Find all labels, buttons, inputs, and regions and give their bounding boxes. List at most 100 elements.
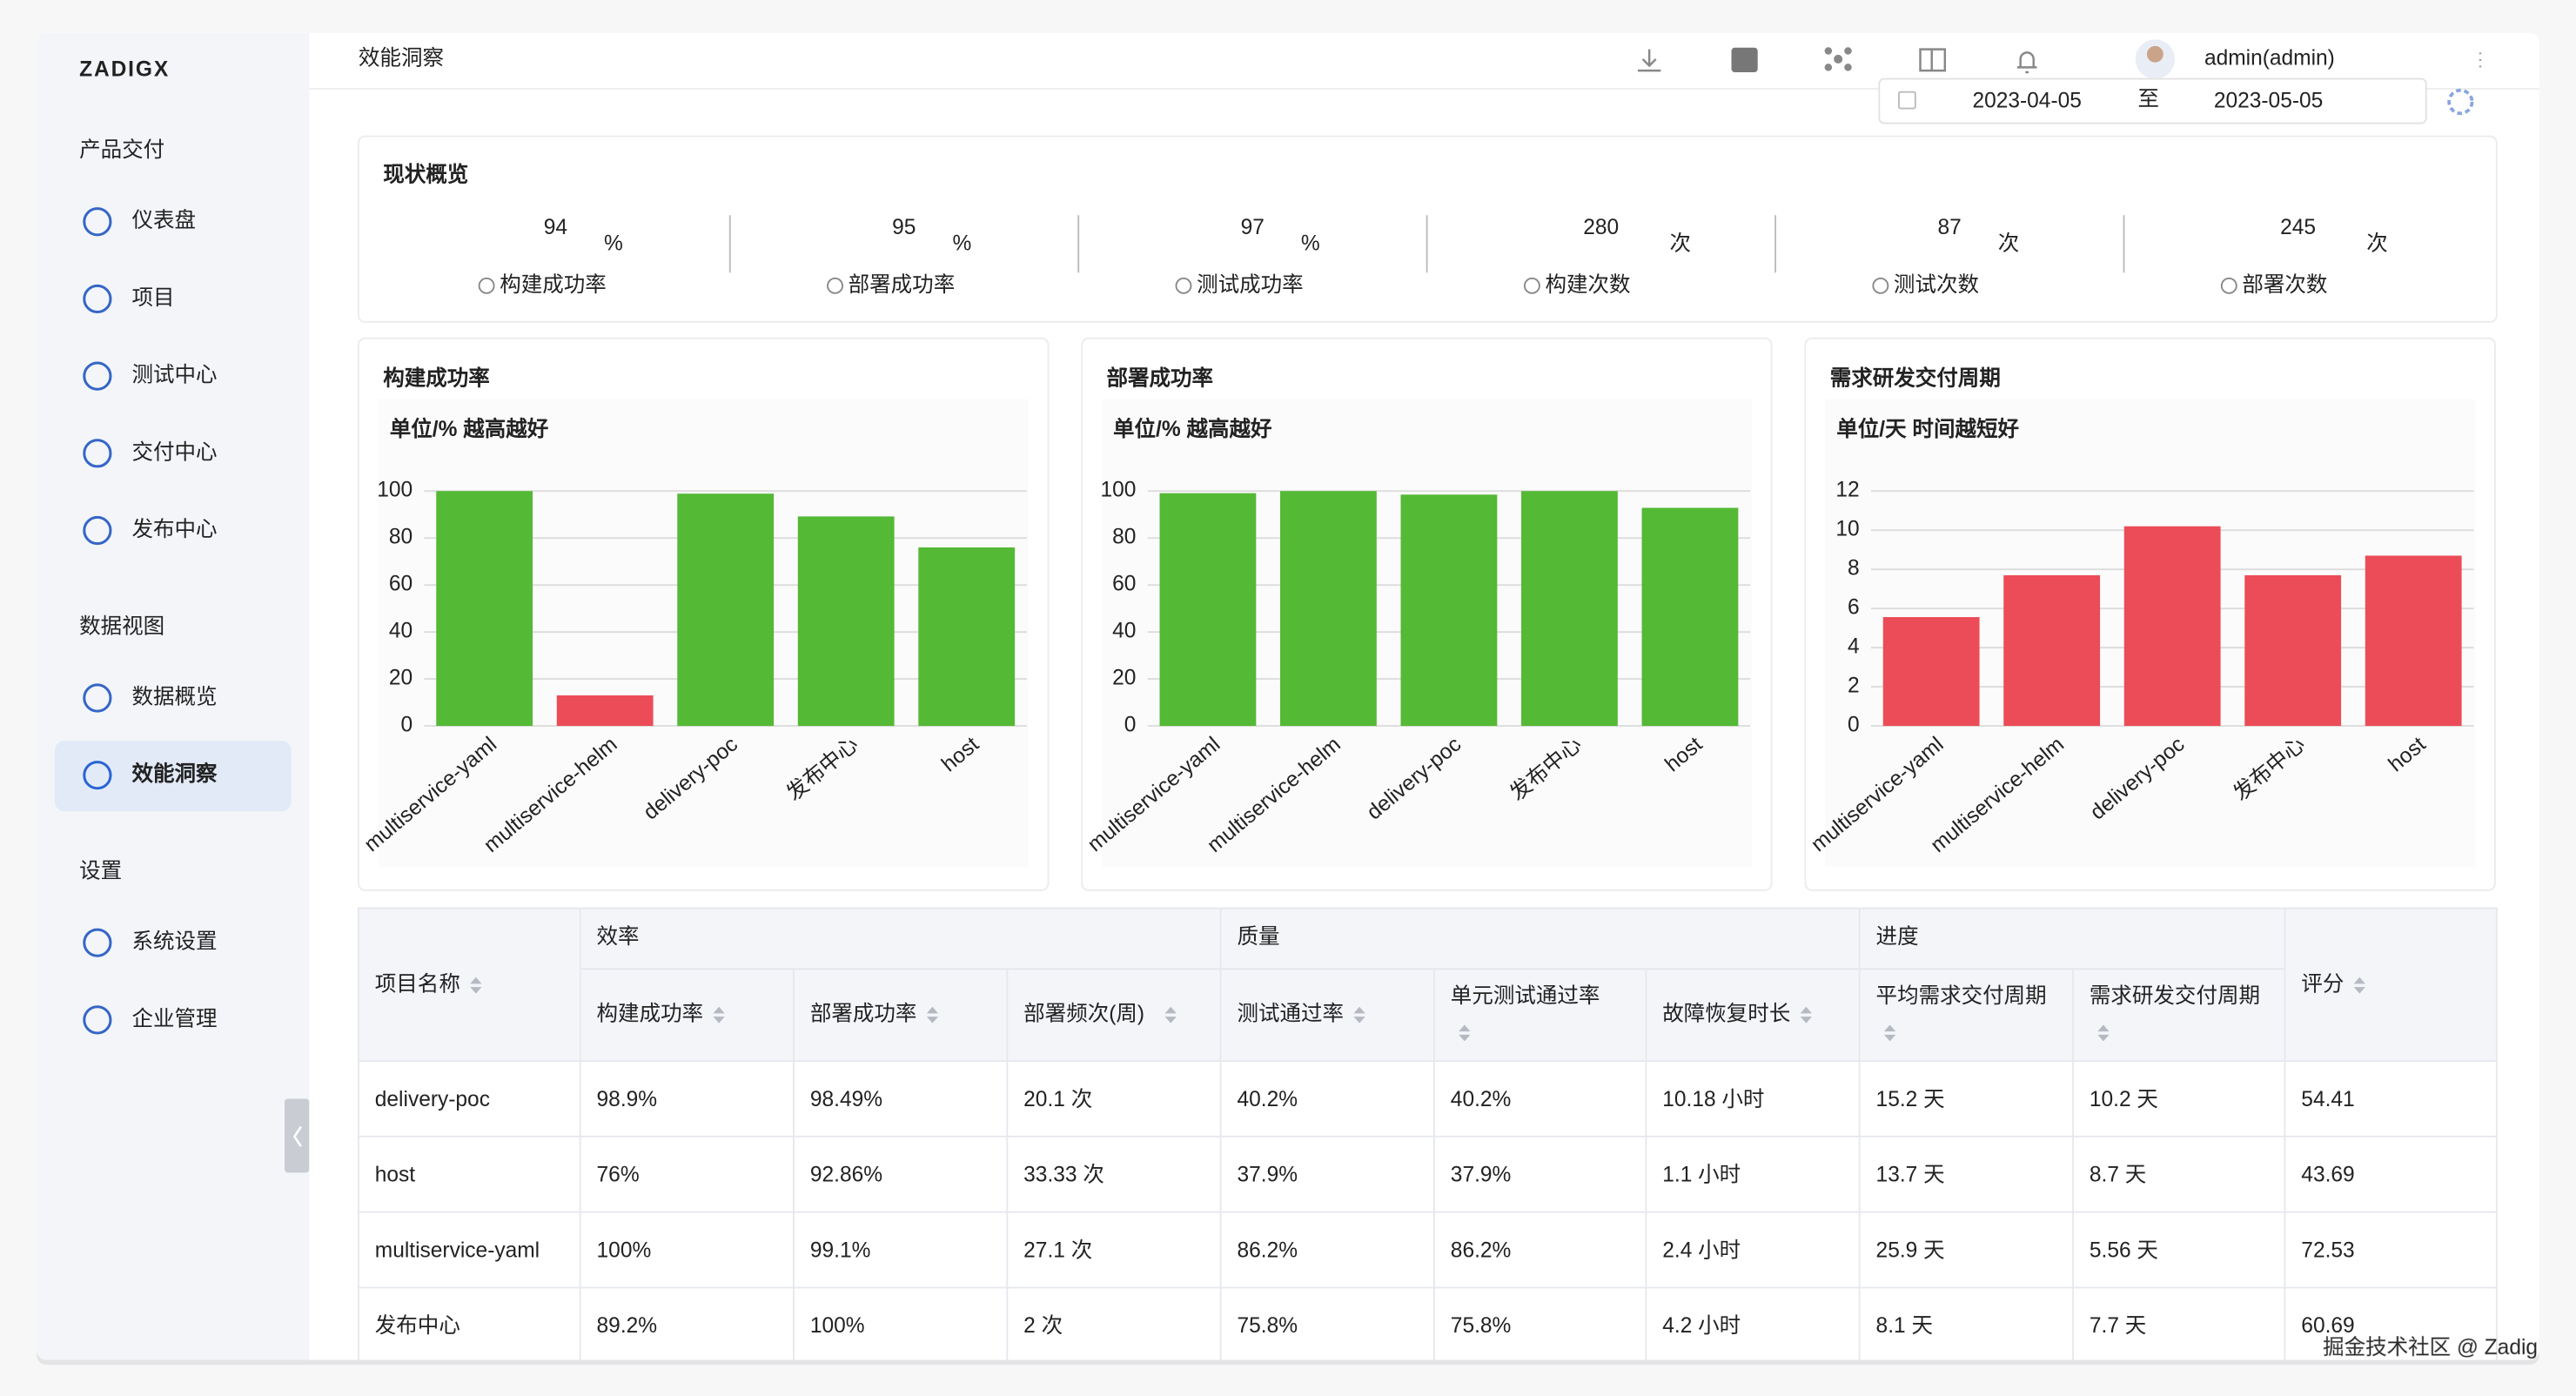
metric-icon: [1175, 277, 1192, 294]
collapse-tab[interactable]: [285, 1098, 310, 1173]
menu-item[interactable]: 仪表盘: [132, 208, 197, 232]
menu-icon: [83, 1005, 112, 1035]
menu-item[interactable]: 企业管理: [132, 1006, 218, 1030]
column-header[interactable]: 部署成功率: [810, 1002, 917, 1026]
table-cell: 10.18 小时: [1662, 1087, 1764, 1111]
column-header[interactable]: 平均需求交付周期: [1876, 983, 2047, 1008]
column-header[interactable]: 评分: [2301, 973, 2344, 997]
table-cell: 15.2 天: [1876, 1088, 1945, 1111]
table-cell: 75.8%: [1238, 1314, 1298, 1338]
metric-icon: [1872, 277, 1889, 294]
table-cell: 13.7 天: [1876, 1164, 1945, 1187]
table-cell: 40.2%: [1238, 1088, 1298, 1111]
column-header[interactable]: 项目名称: [375, 972, 460, 997]
project-link[interactable]: multiservice-yaml: [375, 1238, 540, 1262]
menu-section-title: 设置: [79, 859, 122, 883]
metric-value: 87: [1937, 216, 1961, 239]
sort-icon[interactable]: [1353, 1006, 1365, 1024]
sidebar-menu: ZADIGX 产品交付仪表盘项目测试中心交付中心发布中心数据视图数据概览效能洞察设…: [54, 58, 292, 1035]
metric-icon: [827, 277, 843, 294]
menu-item[interactable]: 交付中心: [132, 440, 218, 464]
menu-item[interactable]: 项目: [132, 286, 175, 310]
menu-icon: [83, 928, 112, 957]
chart-subtitle: 单位/天 时间越短好: [1836, 416, 2019, 441]
column-header[interactable]: 需求研发交付周期: [2090, 983, 2260, 1008]
menu-section-title: 产品交付: [79, 138, 164, 162]
bar: [918, 547, 1016, 727]
project-link[interactable]: host: [375, 1164, 416, 1187]
table-cell: 76%: [597, 1164, 640, 1187]
sort-icon[interactable]: [1800, 1006, 1812, 1024]
column-header[interactable]: 单元测试通过率: [1451, 983, 1600, 1008]
y-tick-label: 100: [1101, 479, 1137, 502]
sort-icon[interactable]: [713, 1006, 725, 1024]
table-cell: 27.1 次: [1023, 1238, 1092, 1262]
table-cell: 37.9%: [1238, 1164, 1298, 1187]
menu-item[interactable]: 效能洞察: [132, 761, 218, 786]
settings-icon[interactable]: [2447, 88, 2474, 116]
bar: [1882, 617, 1980, 727]
bar: [436, 491, 533, 727]
table-cell: 10.2 天: [2090, 1088, 2158, 1111]
y-tick-label: 8: [1848, 557, 1860, 581]
table-cell: 33.33 次: [1023, 1163, 1104, 1187]
translate-icon[interactable]: [1731, 47, 1758, 73]
y-tick-label: 0: [1848, 714, 1860, 737]
table-cell: 37.9%: [1451, 1164, 1512, 1187]
sort-icon[interactable]: [926, 1006, 939, 1024]
group-header: 效率: [597, 924, 640, 949]
table-cell: 72.53: [2301, 1238, 2354, 1262]
column-header[interactable]: 部署频次(周): [1023, 1002, 1144, 1026]
menu-icon: [83, 683, 112, 713]
menu-item[interactable]: 系统设置: [132, 930, 218, 954]
plugin-icon[interactable]: [1824, 47, 1852, 71]
table-cell: 54.41: [2301, 1088, 2354, 1111]
y-tick-label: 100: [377, 479, 413, 502]
bar: [1159, 493, 1257, 727]
y-tick-label: 20: [389, 667, 413, 690]
user-name[interactable]: admin(admin): [2204, 46, 2335, 70]
sort-icon[interactable]: [1459, 1024, 1471, 1042]
table-cell: 92.86%: [810, 1164, 882, 1187]
sort-icon[interactable]: [2097, 1024, 2110, 1042]
metric-value: 94: [544, 216, 567, 239]
sort-icon[interactable]: [470, 977, 482, 994]
project-link[interactable]: delivery-poc: [375, 1088, 490, 1111]
column-header[interactable]: 构建成功率: [597, 1002, 704, 1026]
date-end[interactable]: 2023-05-05: [2214, 89, 2323, 112]
y-tick-label: 20: [1112, 667, 1136, 690]
logo[interactable]: ZADIGX: [79, 58, 170, 82]
menu-icon: [83, 207, 112, 237]
menu-item[interactable]: 发布中心: [132, 517, 218, 541]
date-start[interactable]: 2023-04-05: [1972, 89, 2081, 112]
sort-icon[interactable]: [1164, 1006, 1177, 1024]
sort-icon[interactable]: [2353, 977, 2365, 994]
menu-item[interactable]: 数据概览: [132, 684, 218, 708]
metric-icon: [1523, 277, 1540, 294]
table-cell: 86.2%: [1451, 1238, 1512, 1262]
date-range[interactable]: [1878, 77, 2427, 124]
metric-unit: 次: [1669, 232, 1691, 256]
docs-icon[interactable]: [1919, 48, 1947, 72]
chart-subtitle: 单位/% 越高越好: [1113, 416, 1272, 441]
metric-unit: 次: [2366, 232, 2388, 256]
table-cell: 1.1 小时: [1662, 1163, 1741, 1187]
column-header[interactable]: 故障恢复时长: [1662, 1002, 1790, 1026]
project-link[interactable]: 发布中心: [375, 1313, 460, 1338]
column-header[interactable]: 测试通过率: [1238, 1002, 1345, 1026]
menu-section-title: 数据视图: [79, 614, 164, 638]
table-cell: 60.69: [2301, 1314, 2354, 1338]
metric-unit: %: [952, 232, 971, 256]
menu-item[interactable]: 测试中心: [132, 363, 218, 387]
metric-label: 部署成功率: [849, 272, 956, 297]
download-icon[interactable]: [1637, 49, 1661, 72]
sort-icon[interactable]: [1884, 1024, 1896, 1042]
bell-icon[interactable]: [2016, 51, 2037, 74]
metric-unit: %: [1301, 232, 1320, 256]
metric-icon: [478, 277, 495, 294]
